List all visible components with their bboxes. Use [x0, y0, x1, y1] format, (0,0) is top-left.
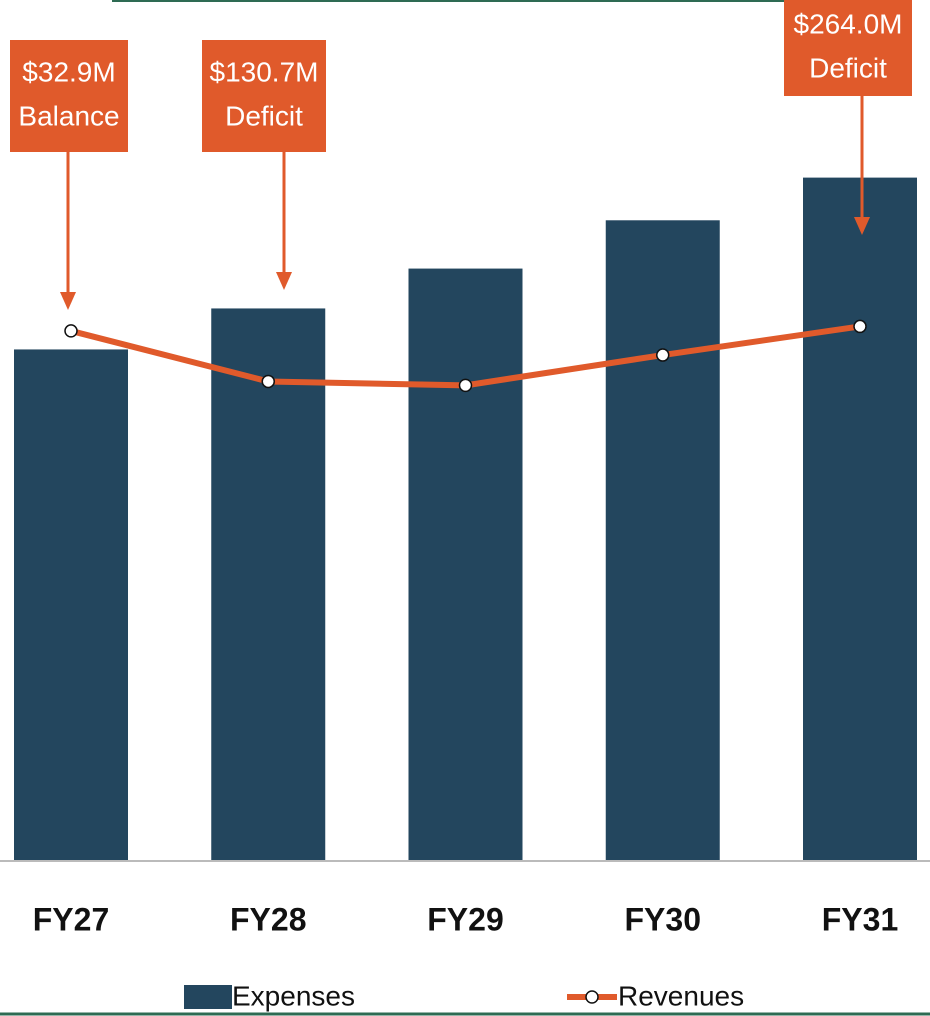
- annotation-text: $264.0M: [794, 8, 903, 39]
- legend-label: Revenues: [618, 980, 744, 1011]
- x-tick-label: FY30: [625, 901, 701, 937]
- x-tick-label: FY27: [33, 901, 109, 937]
- bar: [408, 268, 523, 862]
- line-marker: [261, 374, 275, 389]
- x-tick-label: FY28: [230, 901, 306, 937]
- bar: [211, 308, 326, 861]
- annotation-text: Balance: [18, 100, 119, 131]
- annotation-box: [10, 40, 128, 152]
- arrow-head: [276, 272, 292, 290]
- arrow-head: [60, 292, 76, 310]
- line-marker: [656, 348, 670, 362]
- line-marker: [458, 378, 473, 393]
- arrow-head: [854, 217, 870, 235]
- bar: [605, 220, 720, 862]
- annotation-text: Deficit: [809, 52, 887, 83]
- annotation-box: [784, 0, 912, 96]
- x-tick-label: FY29: [427, 901, 503, 937]
- legend-swatch: [184, 985, 232, 1009]
- annotation-text: $32.9M: [22, 56, 115, 87]
- annotation-text: $130.7M: [210, 56, 319, 87]
- bar: [14, 349, 128, 861]
- line-marker: [64, 324, 78, 338]
- legend-marker: [585, 990, 599, 1004]
- annotation-text: Deficit: [225, 100, 303, 131]
- line-marker: [853, 319, 867, 334]
- bar: [803, 177, 917, 862]
- x-tick-label: FY31: [822, 901, 898, 937]
- annotation-box: [202, 40, 326, 152]
- legend-label: Expenses: [232, 980, 355, 1011]
